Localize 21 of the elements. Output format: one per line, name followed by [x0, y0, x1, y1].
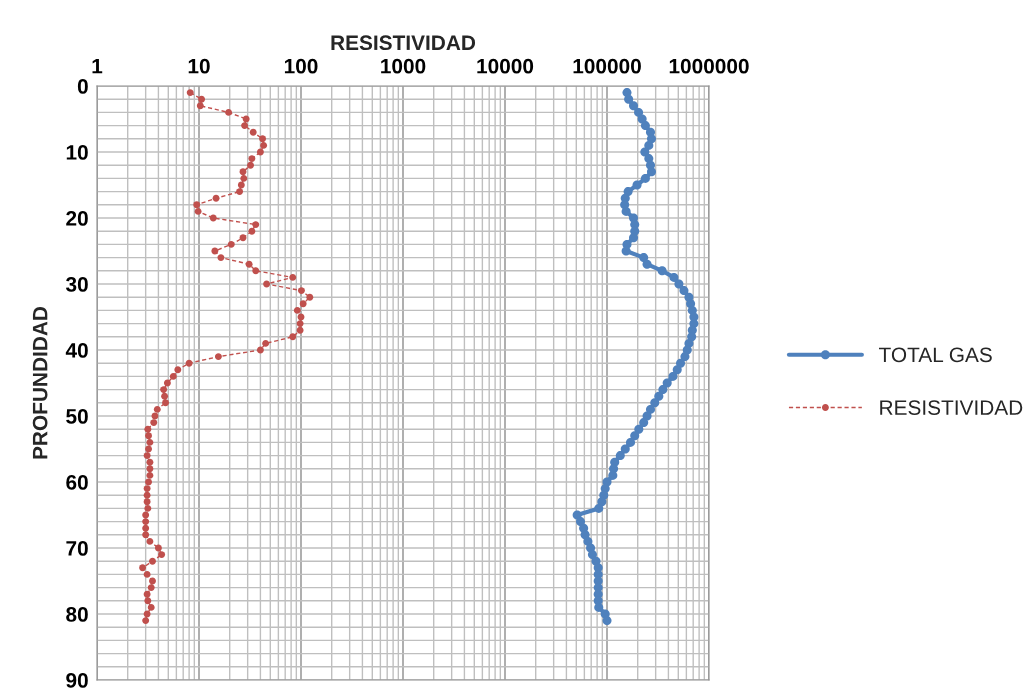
x-tick-label: 10	[188, 58, 210, 74]
y-tick-label: 40	[65, 343, 88, 358]
x-tick-label: 1000000	[669, 58, 749, 74]
y-tick-label: 30	[65, 277, 88, 292]
y-tick-label: 60	[66, 475, 88, 490]
x-tick-label: 1000	[381, 58, 426, 74]
y-tick-label: 50	[66, 409, 88, 424]
y-tick-label: 90	[66, 673, 88, 688]
x-tick-label: 100	[284, 58, 318, 74]
y-tick-label: 0	[77, 79, 88, 94]
legend-label: TOTAL GAS	[879, 347, 992, 363]
y-tick-label: 80	[66, 607, 88, 622]
y-tick-label: 20	[66, 211, 88, 226]
legend-label: RESISTIVIDAD	[880, 400, 1023, 415]
x-tick-label: 1	[92, 59, 103, 74]
y-axis-title: PROFUNDIDAD	[32, 306, 48, 459]
x-tick-label: 10000	[477, 58, 534, 74]
y-tick-label: 10	[66, 145, 88, 160]
x-tick-label: 100000	[573, 58, 641, 74]
y-tick-label: 70	[66, 541, 88, 556]
x-axis-title: RESISTIVIDAD	[331, 35, 476, 51]
